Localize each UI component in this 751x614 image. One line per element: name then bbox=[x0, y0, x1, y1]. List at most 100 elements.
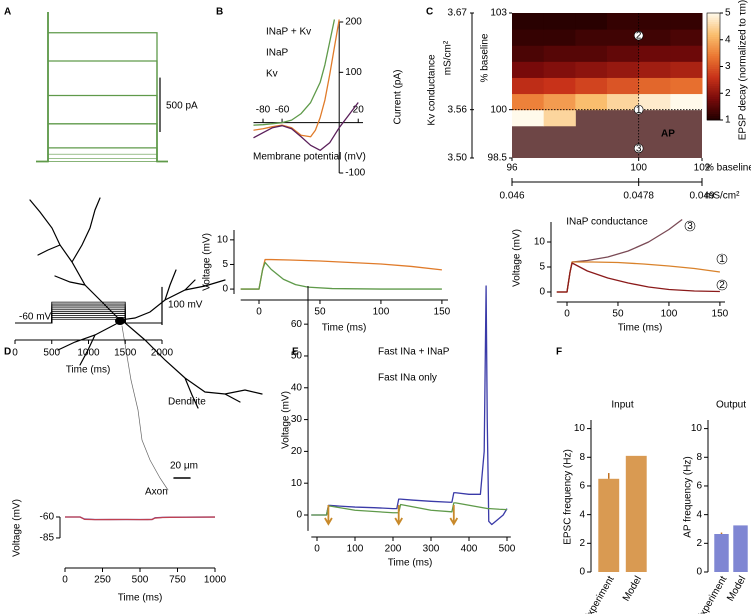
dendrite-branch bbox=[29, 197, 121, 321]
colorbar-step bbox=[707, 70, 720, 74]
heat-cell bbox=[512, 45, 545, 62]
bar bbox=[714, 534, 729, 572]
series-line bbox=[253, 102, 359, 151]
colorbar-step bbox=[707, 66, 720, 70]
x-tick-label: 50 bbox=[612, 309, 624, 320]
marker-label: 1 bbox=[636, 105, 642, 116]
colorbar-step bbox=[707, 81, 720, 85]
series-label: 2 bbox=[719, 280, 725, 291]
x-tick-label: 0 bbox=[256, 307, 262, 318]
x-axis-title: Time (ms) bbox=[618, 323, 663, 334]
x-tick-label: 1000 bbox=[77, 348, 100, 359]
heat-cell bbox=[512, 13, 545, 30]
legend-entry: INaP bbox=[266, 48, 289, 59]
heat-cell bbox=[670, 93, 703, 111]
heat-cell bbox=[575, 29, 608, 46]
x-tick-label: 100 bbox=[373, 307, 390, 318]
heat-cell bbox=[638, 93, 671, 111]
heat-cell bbox=[575, 61, 608, 78]
marker-label: 2 bbox=[636, 31, 642, 42]
bar bbox=[625, 455, 647, 572]
marker bbox=[633, 30, 644, 41]
colorbar-step bbox=[707, 13, 720, 16]
y-tick-label: 2 bbox=[579, 538, 585, 549]
y-tick-label: 50 bbox=[291, 351, 303, 362]
colorbar-step bbox=[707, 83, 720, 87]
heat-cell bbox=[512, 29, 545, 46]
heat-cell bbox=[512, 61, 545, 78]
colorbar-step bbox=[707, 98, 720, 102]
colorbar-step bbox=[707, 68, 720, 72]
colorbar-step bbox=[707, 100, 720, 104]
y-unit: % baseline bbox=[480, 33, 491, 82]
x-tick-label: 750 bbox=[169, 575, 186, 586]
x-unit: % baseline bbox=[705, 163, 751, 174]
scale-bar-label: 500 pA bbox=[166, 101, 198, 112]
y-tick-label: -85 bbox=[40, 533, 55, 544]
dendrite-label: Dendrite bbox=[168, 397, 206, 408]
colorbar-tick-label: 1 bbox=[725, 115, 731, 126]
x-tick-label: 100 bbox=[347, 544, 364, 555]
y-axis-title: EPSC frequency (Hz) bbox=[563, 449, 574, 545]
x-tick-label: 200 bbox=[385, 544, 402, 555]
colorbar-tick-label: 3 bbox=[725, 61, 731, 72]
x-tick-label: Experiment bbox=[582, 574, 617, 614]
colorbar-step bbox=[707, 77, 720, 80]
y-tick-label: 5 bbox=[539, 262, 545, 273]
chart-title: Input bbox=[611, 400, 633, 411]
x2-tick-label: 0.049 bbox=[689, 191, 714, 202]
series-label: 1 bbox=[719, 254, 725, 265]
holding-label: -60 mV bbox=[19, 312, 52, 323]
x-tick-label: Experiment bbox=[695, 574, 730, 614]
x-tick-label: 500 bbox=[499, 544, 516, 555]
scale-bar-label: 20 μm bbox=[170, 461, 198, 472]
x2-tick-label: 0.046 bbox=[499, 191, 524, 202]
y-axis-title: Voltage (mV) bbox=[12, 499, 23, 557]
heat-cell bbox=[670, 45, 703, 62]
colorbar-step bbox=[707, 87, 720, 91]
heat-cell bbox=[638, 45, 671, 62]
heat-cell bbox=[670, 61, 703, 78]
marker bbox=[633, 104, 644, 115]
x2-tick-label: 0.0478 bbox=[623, 191, 654, 202]
current-trace bbox=[36, 12, 168, 163]
y-tick-label: 40 bbox=[291, 382, 303, 393]
colorbar-step bbox=[707, 60, 720, 63]
colorbar-step bbox=[707, 115, 720, 119]
heat-cell bbox=[575, 45, 608, 62]
colorbar-step bbox=[707, 85, 720, 89]
y-tick-label: 0 bbox=[222, 284, 228, 295]
y-tick-label: 10 bbox=[574, 423, 586, 434]
panel-label: A bbox=[4, 7, 11, 18]
colorbar-step bbox=[707, 92, 720, 95]
y-tick-label: 98.5 bbox=[488, 153, 508, 164]
legend-entry: Kv bbox=[266, 69, 278, 80]
y-tick-label: 10 bbox=[691, 423, 703, 434]
y-tick-label: 8 bbox=[579, 452, 585, 463]
heat-cell bbox=[670, 77, 703, 95]
colorbar-step bbox=[707, 21, 720, 25]
colorbar-step bbox=[707, 42, 720, 46]
x-tick-label: 500 bbox=[132, 575, 149, 586]
colorbar-step bbox=[707, 72, 720, 76]
colorbar-step bbox=[707, 113, 720, 117]
x-axis-title: Membrane potential (mV) bbox=[253, 152, 366, 163]
y-tick-label: 30 bbox=[291, 414, 303, 425]
colorbar-step bbox=[707, 51, 720, 55]
heat-cell bbox=[543, 45, 576, 62]
colorbar-step bbox=[707, 45, 720, 48]
x-tick-label: 0 bbox=[62, 575, 68, 586]
colorbar-step bbox=[707, 40, 720, 44]
series-line bbox=[311, 502, 508, 516]
colorbar-step bbox=[707, 53, 720, 57]
y-tick-label: 10 bbox=[291, 478, 303, 489]
colorbar-step bbox=[707, 105, 720, 108]
heat-cell bbox=[543, 61, 576, 78]
colorbar-step bbox=[707, 117, 720, 121]
y-axis-title: Voltage (mV) bbox=[281, 391, 292, 449]
legend-entry: Fast INa + INaP bbox=[378, 347, 450, 358]
y-axis-title: Kv conductance bbox=[427, 54, 438, 126]
y-axis-title: AP frequency (Hz) bbox=[683, 456, 694, 538]
colorbar-step bbox=[707, 111, 720, 114]
